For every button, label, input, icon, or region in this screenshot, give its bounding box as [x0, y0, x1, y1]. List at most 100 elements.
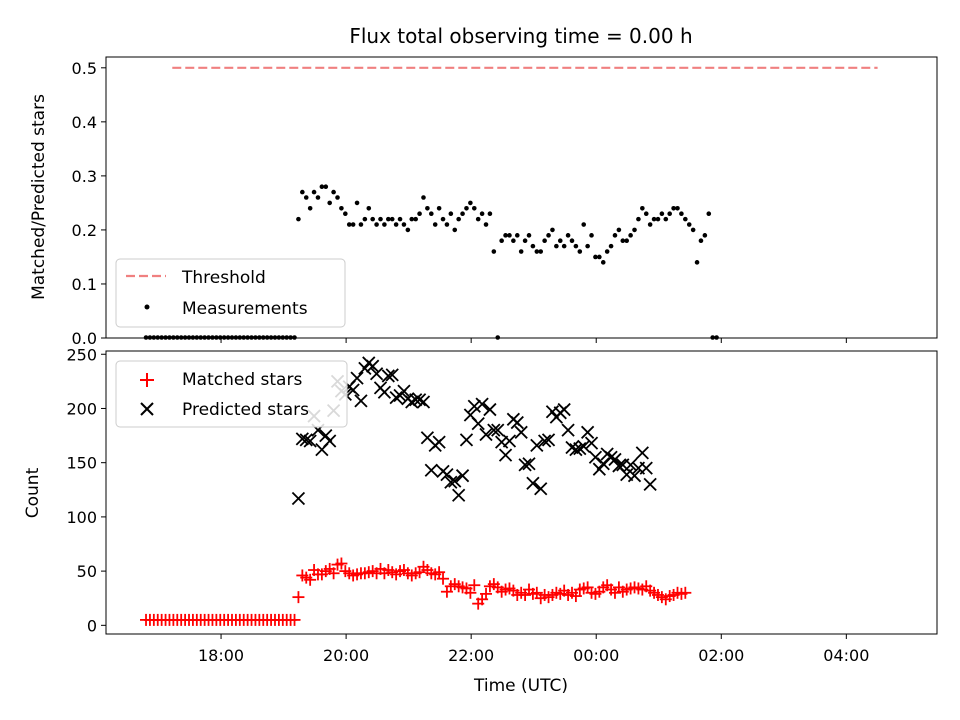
predicted-star-point	[416, 395, 431, 409]
measurement-point	[530, 243, 536, 249]
measurement-point	[440, 216, 446, 222]
predicted-star-point	[510, 415, 524, 430]
predicted-star-point	[303, 434, 317, 448]
predicted-star-point	[319, 428, 333, 443]
measurement-point	[194, 335, 200, 340]
measurement-point	[374, 222, 379, 227]
predicted-star-point	[389, 390, 403, 405]
measurement-point	[702, 233, 708, 238]
predicted-star-point	[381, 369, 395, 383]
measurement-point	[659, 211, 665, 217]
measurement-point	[675, 206, 680, 211]
measurement-point	[319, 184, 325, 189]
measurement-point	[487, 211, 493, 217]
predicted-star-point	[448, 474, 462, 488]
measurement-point	[569, 238, 575, 244]
predicted-star-point	[569, 443, 583, 457]
measurement-point	[362, 216, 368, 222]
predicted-star-point	[577, 439, 591, 454]
predicted-star-point	[592, 462, 606, 476]
measurement-point	[366, 206, 372, 211]
measurement-point	[421, 195, 426, 200]
measurement-point	[679, 211, 684, 217]
predicted-star-point	[432, 435, 446, 449]
measurement-point	[264, 335, 270, 340]
measurement-point	[397, 216, 403, 222]
measurement-point	[475, 216, 481, 222]
measurement-point	[448, 211, 454, 217]
measurement-point	[503, 233, 508, 238]
measurement-point	[608, 243, 614, 249]
predicted-star-point	[291, 491, 306, 506]
measurement-point	[389, 216, 395, 222]
matched-star-point	[679, 586, 692, 599]
matched-star-point	[480, 587, 493, 600]
measurement-point	[202, 335, 207, 340]
predicted-star-point	[350, 371, 364, 385]
measurement-point	[581, 222, 587, 227]
count-y-tick-label: 50	[77, 562, 97, 581]
measurement-point	[495, 335, 501, 340]
measurement-point	[315, 195, 321, 200]
measurement-point	[288, 335, 293, 340]
predicted-star-point	[588, 450, 603, 464]
measurement-point	[589, 233, 594, 238]
predicted-star-point	[639, 461, 653, 475]
ratio-legend-box	[115, 258, 346, 328]
measurement-point	[186, 335, 192, 340]
measurement-point	[479, 211, 485, 217]
count-plot-frame	[105, 350, 938, 635]
measurement-point	[163, 335, 168, 340]
measurement-point	[370, 216, 375, 222]
x-tick-label: 20:00	[323, 646, 369, 665]
matched-star-point	[468, 579, 481, 592]
predicted-star-point	[530, 438, 544, 452]
measurement-point	[616, 227, 622, 233]
measurement-point	[597, 254, 602, 260]
measurement-point	[542, 238, 547, 244]
measurement-point	[640, 206, 645, 211]
measurement-point	[167, 335, 172, 340]
count-panel: 0 50 100 150 200 250 18:00 20:00 22:00 00:00 02:0…	[23, 345, 938, 696]
measurement-point	[628, 233, 633, 238]
measurement-point	[511, 238, 516, 244]
predicted-star-point	[467, 399, 481, 413]
measurement-point	[354, 200, 360, 206]
count-y-tick-label: 250	[66, 345, 97, 364]
x-tick-label: 04:00	[823, 646, 869, 665]
count-y-ticks: 0 50 100 150 200 250	[66, 345, 106, 635]
measurement-point	[663, 216, 669, 222]
measurement-point	[491, 249, 497, 254]
measurement-point	[147, 335, 153, 340]
predicted-star-point	[573, 441, 587, 456]
threshold-legend-label: Threshold	[181, 268, 266, 288]
matched-stars-series	[140, 557, 692, 626]
predicted-star-point	[412, 393, 427, 407]
measurement-point	[221, 335, 227, 340]
measurement-point	[331, 189, 336, 195]
matched-star-point	[292, 591, 305, 604]
x-tick-label: 00:00	[573, 646, 619, 665]
measurement-point	[655, 216, 661, 222]
measurement-point	[386, 216, 391, 222]
ratio-panel: 0.0 0.1 0.2 0.3 0.4 0.5 Matched/Predicted sta…	[29, 56, 938, 348]
measurement-point	[577, 249, 583, 254]
measurement-point	[358, 222, 364, 227]
count-y-tick-label: 150	[66, 454, 97, 473]
ratio-plot-frame	[105, 56, 938, 339]
measurement-point	[518, 249, 524, 254]
matched-stars-legend-marker	[140, 373, 154, 387]
measurement-point	[276, 335, 282, 340]
predicted-star-point	[358, 361, 372, 375]
measurement-point	[471, 206, 477, 211]
matched-star-point	[335, 557, 348, 570]
measurement-point	[296, 216, 301, 222]
matched-star-point	[288, 613, 301, 626]
matched-star-point	[464, 586, 477, 599]
measurement-point	[350, 222, 356, 227]
measurement-point	[514, 233, 520, 238]
measurement-point	[241, 335, 247, 340]
measurement-point	[393, 222, 399, 227]
measurement-point	[522, 238, 528, 244]
matched-stars-legend-label: Matched stars	[182, 370, 302, 390]
